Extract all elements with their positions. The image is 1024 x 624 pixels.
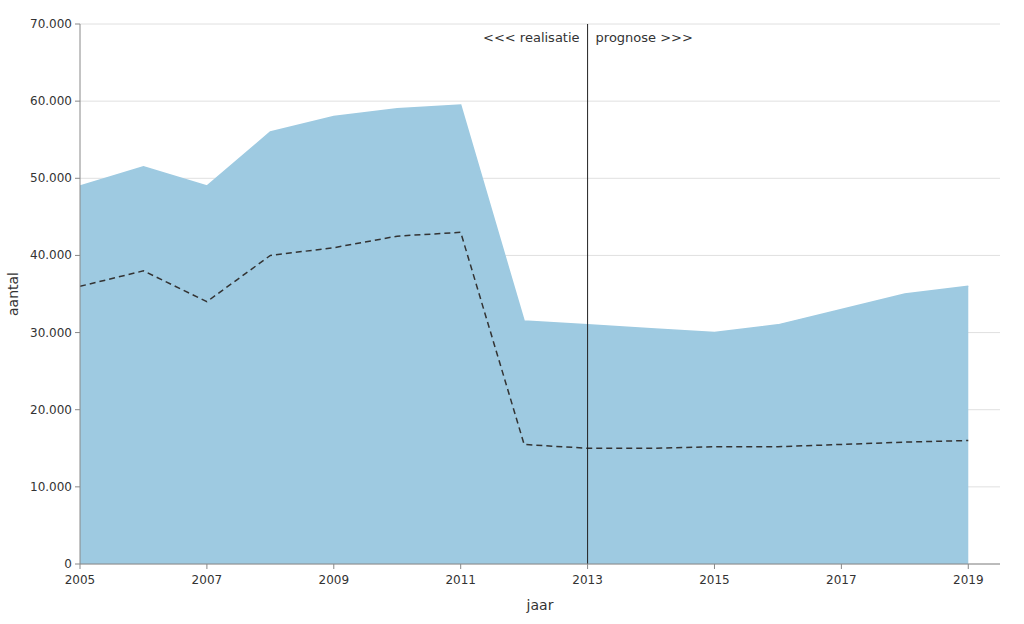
line	[80, 232, 968, 448]
y-tick-label: 10.000	[30, 480, 72, 494]
x-tick-label: 2005	[65, 573, 96, 587]
y-axis-label: aantal	[5, 272, 21, 316]
x-tick	[460, 564, 461, 569]
x-tick-label: 2013	[572, 573, 603, 587]
x-tick-label: 2017	[826, 573, 857, 587]
y-tick-label: 70.000	[30, 17, 72, 31]
split-line	[587, 24, 588, 564]
annotations: <<< realisatie prognose >>>	[483, 30, 693, 45]
x-tick-label: 2009	[319, 573, 350, 587]
chart-container: 0 10.000 20.000 30.000 40.000 50.000 60.000 70.…	[0, 0, 1024, 624]
grid-line	[80, 101, 1000, 102]
annotation: <<< realisatie	[483, 30, 580, 45]
x-axis-label: jaar	[526, 597, 554, 613]
y-tick-label: 60.000	[30, 94, 72, 108]
x-tick	[968, 564, 969, 569]
y-tick-label: 40.000	[30, 248, 72, 262]
area	[80, 105, 968, 564]
annotation: prognose >>>	[596, 30, 693, 45]
y-tick	[75, 178, 80, 179]
y-tick-label: 0	[64, 557, 72, 571]
x-axis-line	[80, 564, 1000, 565]
y-tick	[75, 255, 80, 256]
y-tick	[75, 332, 80, 333]
x-tick-label: 2015	[699, 573, 730, 587]
y-tick	[75, 486, 80, 487]
y-tick	[75, 409, 80, 410]
grid-line	[80, 564, 1000, 565]
area-border	[80, 105, 968, 333]
y-grid	[80, 24, 1000, 564]
y-tick	[75, 101, 80, 102]
y-tick	[75, 24, 80, 25]
plot-data	[80, 24, 968, 564]
y-tick-label: 20.000	[30, 403, 72, 417]
x-tick-label: 2011	[445, 573, 476, 587]
y-axis-line	[80, 24, 81, 564]
x-tick	[841, 564, 842, 569]
x-tick	[80, 564, 81, 569]
x-tick	[714, 564, 715, 569]
grid-line	[80, 24, 1000, 25]
chart-svg: 0 10.000 20.000 30.000 40.000 50.000 60.000 70.…	[0, 0, 1024, 624]
y-tick	[75, 564, 80, 565]
y-ticks: 0 10.000 20.000 30.000 40.000 50.000 60.000 70.…	[30, 17, 80, 571]
x-tick-label: 2019	[953, 573, 984, 587]
x-ticks: 2005 2007 2009 2011 2013 2015 2017 2019	[65, 564, 984, 587]
x-tick	[333, 564, 334, 569]
y-tick-label: 50.000	[30, 171, 72, 185]
x-tick-label: 2007	[192, 573, 223, 587]
y-tick-label: 30.000	[30, 326, 72, 340]
x-tick	[587, 564, 588, 569]
x-tick	[206, 564, 207, 569]
